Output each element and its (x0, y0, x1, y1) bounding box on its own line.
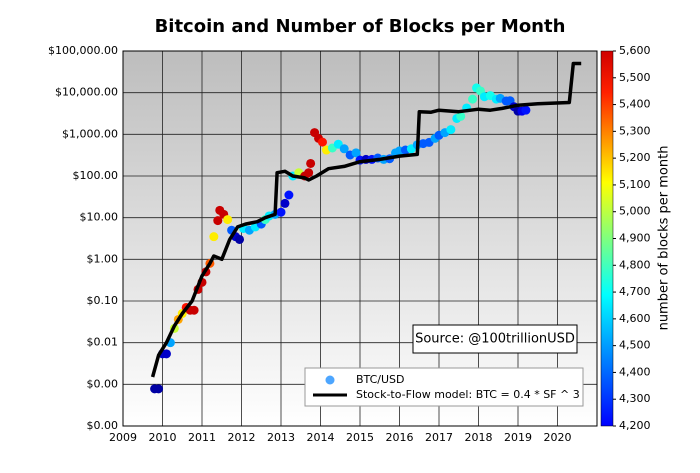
colorbar-tick-label: 5,400 (619, 98, 651, 111)
colorbar-tick-label: 4,200 (619, 419, 651, 432)
point (317, 137, 327, 147)
y-tick-label: $10,000.00 (55, 86, 118, 99)
x-tick-label: 2009 (109, 431, 137, 444)
point (284, 190, 294, 200)
legend-label: Stock-to-Flow model: BTC = 0.4 * SF ^ 3 (356, 388, 580, 401)
point (154, 384, 164, 394)
point (235, 234, 245, 244)
legend-marker (325, 375, 335, 385)
point (339, 144, 349, 154)
chart-title: Bitcoin and Number of Blocks per Month (155, 16, 566, 37)
line (150, 61, 582, 378)
y-tick-label: $100.00 (73, 169, 119, 182)
point (351, 148, 361, 158)
point (189, 305, 199, 315)
x-tick-label: 2012 (228, 431, 256, 444)
y-tick-label: $1.00 (87, 252, 119, 265)
colorbar-tick-label: 4,300 (619, 392, 651, 405)
x-tick-label: 2016 (386, 431, 414, 444)
point (456, 111, 466, 121)
point (521, 105, 531, 115)
x-tick-label: 2014 (307, 431, 335, 444)
point (468, 94, 478, 104)
point (446, 125, 456, 135)
x-tick-label: 2013 (267, 431, 295, 444)
colorbar-tick-label: 4,900 (619, 232, 651, 245)
x-tick-label: 2020 (544, 431, 572, 444)
point (276, 207, 286, 217)
x-tick-label: 2011 (188, 431, 216, 444)
point (280, 198, 290, 208)
colorbar-label: number of blocks per month (657, 146, 672, 331)
x-tick-label: 2010 (149, 431, 177, 444)
point (223, 215, 233, 225)
x-tick-label: 2015 (346, 431, 374, 444)
colorbar-tick-label: 5,300 (619, 124, 651, 137)
point (213, 216, 223, 226)
colorbar-tick-label: 4,500 (619, 339, 651, 352)
point (304, 168, 314, 178)
point (306, 158, 316, 168)
y-tick-label: $100,000.00 (48, 44, 118, 57)
legend-label: BTC/USD (356, 373, 405, 386)
annotation: Source: @100trillionUSD (415, 332, 575, 347)
point (209, 232, 219, 242)
y-tick-label: $0.01 (87, 336, 119, 349)
y-tick-label: $10.00 (80, 211, 119, 224)
annotation-box (412, 324, 578, 354)
y-tick-label: $0.00 (87, 377, 119, 390)
colorbar-tick-label: 5,600 (619, 44, 651, 57)
colorbar-tick-label: 5,500 (619, 71, 651, 84)
colorbar-tick-label: 4,800 (619, 258, 651, 271)
colorbar-tick-label: 5,100 (619, 178, 651, 191)
colorbar-tick-label: 4,600 (619, 312, 651, 325)
colorbar-tick-label: 5,000 (619, 205, 651, 218)
y-tick-label: $1,000.00 (62, 127, 118, 140)
x-tick-label: 2019 (504, 431, 532, 444)
x-tick-label: 2017 (425, 431, 453, 444)
colorbar-tick-label: 5,200 (619, 151, 651, 164)
colorbar (600, 50, 614, 427)
y-tick-label: $0.10 (87, 294, 119, 307)
colorbar-tick-label: 4,700 (619, 285, 651, 298)
plot-frame (122, 50, 598, 427)
colorbar-tick-label: 4,400 (619, 365, 651, 378)
point (161, 349, 171, 359)
y-tick-label: $0.00 (87, 419, 119, 432)
x-tick-label: 2018 (465, 431, 493, 444)
legend (304, 367, 584, 407)
